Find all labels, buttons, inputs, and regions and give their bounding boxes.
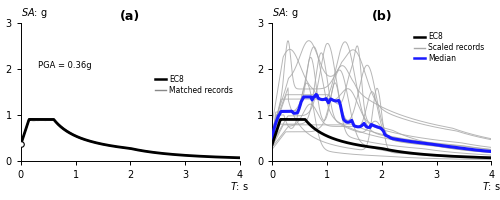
Text: $\it{SA}$: g: $\it{SA}$: g <box>21 6 48 20</box>
X-axis label: $\it{T}$: s: $\it{T}$: s <box>482 180 500 192</box>
X-axis label: $\it{T}$: s: $\it{T}$: s <box>230 180 250 192</box>
Text: $\it{SA}$: g: $\it{SA}$: g <box>272 6 299 20</box>
Legend: EC8, Scaled records, Median: EC8, Scaled records, Median <box>410 29 488 66</box>
Text: PGA = 0.36g: PGA = 0.36g <box>38 61 92 70</box>
Legend: EC8, Matched records: EC8, Matched records <box>152 72 236 98</box>
Title: (b): (b) <box>372 10 392 23</box>
Title: (a): (a) <box>120 10 141 23</box>
